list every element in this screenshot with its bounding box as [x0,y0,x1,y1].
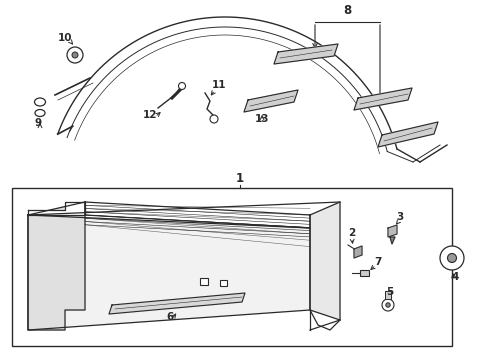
Text: 11: 11 [211,80,226,90]
Text: 9: 9 [34,118,41,128]
Polygon shape [309,202,339,320]
Polygon shape [85,202,309,228]
Circle shape [439,246,463,270]
Polygon shape [353,246,361,258]
Bar [12,188,451,346]
Text: 13: 13 [254,114,269,124]
Bar [359,270,368,276]
Text: 12: 12 [142,110,157,120]
Polygon shape [353,88,411,110]
Text: 6: 6 [166,312,173,322]
Ellipse shape [35,109,45,117]
Polygon shape [273,44,337,64]
Text: 10: 10 [58,33,72,43]
Bar [200,278,207,285]
Circle shape [67,47,83,63]
Bar [220,280,226,286]
Text: 4: 4 [450,272,458,282]
Ellipse shape [35,98,45,106]
Polygon shape [389,237,394,244]
Text: 1: 1 [235,172,244,185]
Circle shape [72,52,78,58]
Polygon shape [387,225,396,237]
Text: 7: 7 [373,257,381,267]
Text: 5: 5 [386,287,393,297]
Polygon shape [109,293,244,314]
Polygon shape [28,215,309,330]
Circle shape [178,82,185,90]
Circle shape [447,253,456,262]
Circle shape [385,303,389,307]
Polygon shape [244,90,297,112]
Circle shape [381,299,393,311]
Circle shape [209,115,218,123]
Text: 8: 8 [342,4,350,17]
Polygon shape [377,122,437,147]
Polygon shape [28,202,85,330]
Text: 2: 2 [347,228,355,238]
Text: 3: 3 [396,212,403,222]
Polygon shape [28,202,85,215]
Bar [384,291,390,299]
